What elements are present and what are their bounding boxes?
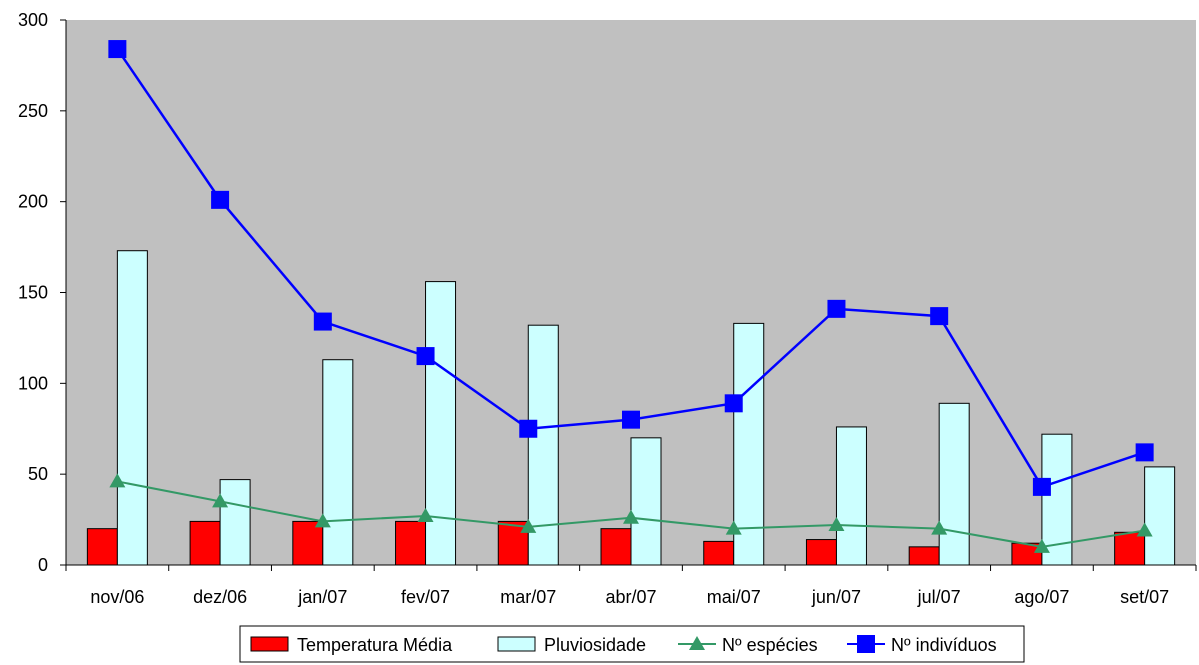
- x-tick-label-9: ago/07: [1014, 587, 1069, 607]
- bar-temperatura-5: [600, 528, 632, 566]
- x-tick-label-1: dez/06: [193, 587, 247, 607]
- bar-temperatura-10: [1114, 531, 1146, 566]
- point-individuos-4: [519, 419, 538, 438]
- legend-box: [239, 625, 1025, 663]
- point-individuos-2: [313, 312, 332, 331]
- x-tick-label-4: mar/07: [500, 587, 556, 607]
- legend-item-individuos: Nº indivíduos: [847, 635, 997, 655]
- bar-temperatura-2: [292, 520, 324, 566]
- point-especies-9: [1033, 538, 1050, 553]
- bar-pluviosidade-2: [322, 359, 354, 566]
- bar-pluviosidade-0: [116, 250, 148, 566]
- bar-pluviosidade-10: [1144, 466, 1176, 566]
- y-tick-label-50: 50: [28, 464, 48, 484]
- point-especies-3: [417, 507, 434, 522]
- legend-label-pluviosidade: Pluviosidade: [544, 635, 646, 655]
- point-individuos-10: [1135, 443, 1154, 462]
- legend-triangle-icon: [689, 636, 705, 650]
- legend-swatch-temperatura: [250, 636, 289, 652]
- legend-swatch-pluviosidade: [497, 636, 536, 652]
- legend-label-especies: Nº espécies: [722, 635, 818, 655]
- legend-item-pluviosidade: Pluviosidade: [497, 635, 646, 655]
- y-tick-label-100: 100: [18, 373, 48, 393]
- x-tick-label-10: set/07: [1120, 587, 1169, 607]
- bar-pluviosidade-3: [425, 281, 457, 566]
- bar-pluviosidade-1: [219, 479, 251, 566]
- x-tick-label-8: jul/07: [917, 587, 961, 607]
- point-especies-8: [931, 520, 948, 535]
- point-especies-7: [828, 517, 845, 532]
- legend-item-temperatura: Temperatura Média: [250, 635, 453, 655]
- point-individuos-8: [930, 307, 949, 326]
- point-especies-5: [623, 509, 639, 524]
- legend-square-icon: [857, 635, 875, 653]
- x-tick-label-7: jun/07: [811, 587, 861, 607]
- bar-temperatura-8: [908, 546, 940, 566]
- point-especies-6: [725, 520, 742, 535]
- lines-layer: [108, 40, 1154, 553]
- axes-layer: 0 50 100 150 200 250 300 nov/06 dez/06 jan/07 fev/…: [18, 10, 1197, 607]
- y-tick-label-200: 200: [18, 192, 48, 212]
- point-especies-0: [109, 473, 126, 488]
- legend: Temperatura Média Pluviosidade Nº espéci…: [239, 625, 1025, 663]
- point-especies-1: [212, 493, 229, 508]
- point-individuos-7: [827, 299, 846, 318]
- point-individuos-1: [211, 190, 230, 209]
- bar-temperatura-0: [86, 528, 118, 566]
- bar-temperatura-1: [189, 520, 221, 566]
- y-tick-label-300: 300: [18, 10, 48, 30]
- point-individuos-6: [724, 394, 743, 413]
- bar-temperatura-6: [703, 540, 735, 566]
- point-individuos-5: [622, 410, 640, 429]
- point-individuos-9: [1032, 477, 1051, 496]
- bars-layer: [86, 250, 1176, 566]
- bar-pluviosidade-5: [630, 437, 662, 566]
- bar-temperatura-7: [805, 539, 837, 566]
- point-especies-10: [1136, 522, 1153, 537]
- legend-label-temperatura: Temperatura Média: [297, 635, 453, 655]
- legend-item-especies: Nº espécies: [678, 635, 818, 655]
- x-tick-label-0: nov/06: [90, 587, 144, 607]
- point-especies-4: [520, 518, 537, 533]
- legend-label-individuos: Nº indivíduos: [891, 635, 997, 655]
- x-tick-label-5: abr/07: [605, 587, 656, 607]
- x-tick-label-6: mai/07: [707, 587, 761, 607]
- point-individuos-3: [416, 347, 435, 366]
- point-individuos-0: [108, 40, 127, 59]
- bar-pluviosidade-7: [835, 426, 867, 566]
- bar-pluviosidade-8: [938, 402, 970, 566]
- y-tick-label-0: 0: [38, 555, 48, 575]
- bar-temperatura-3: [395, 520, 427, 566]
- y-tick-label-150: 150: [18, 283, 48, 303]
- x-tick-label-3: fev/07: [401, 587, 450, 607]
- point-especies-2: [314, 513, 331, 528]
- bar-pluviosidade-9: [1041, 433, 1073, 566]
- x-tick-label-2: jan/07: [297, 587, 347, 607]
- y-tick-label-250: 250: [18, 101, 48, 121]
